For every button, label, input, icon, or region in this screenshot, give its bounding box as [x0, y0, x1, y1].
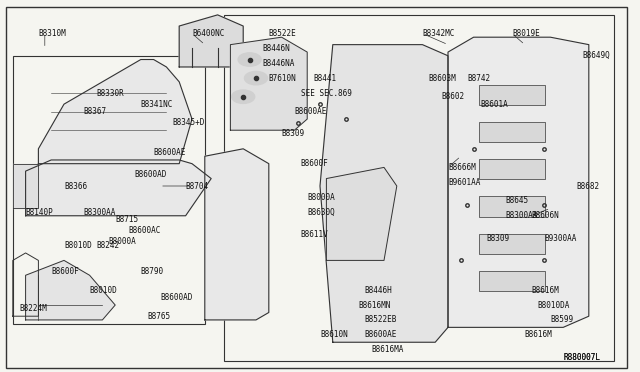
Text: B8600AC: B8600AC	[128, 226, 161, 235]
Text: B8140P: B8140P	[26, 208, 53, 217]
Text: B8765: B8765	[147, 312, 170, 321]
Text: B6400NC: B6400NC	[192, 29, 225, 38]
Circle shape	[232, 90, 255, 103]
Text: B8645: B8645	[506, 196, 529, 205]
Text: B8610N: B8610N	[320, 330, 348, 339]
Text: B8010DA: B8010DA	[538, 301, 570, 310]
Text: B8599: B8599	[550, 315, 573, 324]
Text: B8606N: B8606N	[531, 211, 559, 220]
Text: B8300AA: B8300AA	[506, 211, 538, 220]
FancyBboxPatch shape	[479, 234, 545, 254]
FancyBboxPatch shape	[479, 122, 545, 142]
Text: B8616MN: B8616MN	[358, 301, 391, 310]
Text: B8616MA: B8616MA	[371, 345, 404, 354]
Text: B8242: B8242	[96, 241, 119, 250]
Text: B8600AE: B8600AE	[294, 107, 327, 116]
Text: B8666M: B8666M	[448, 163, 476, 172]
Text: B8010D: B8010D	[90, 286, 117, 295]
Text: B8367: B8367	[83, 107, 106, 116]
Text: B8446N: B8446N	[262, 44, 290, 53]
Text: B8446NA: B8446NA	[262, 59, 295, 68]
Text: B8616M: B8616M	[531, 286, 559, 295]
Text: B8000A: B8000A	[307, 193, 335, 202]
Text: B8010D: B8010D	[64, 241, 92, 250]
FancyBboxPatch shape	[479, 196, 545, 217]
Text: B9300AA: B9300AA	[544, 234, 577, 243]
Text: B8309: B8309	[486, 234, 509, 243]
Text: B8224M: B8224M	[19, 304, 47, 313]
Polygon shape	[26, 260, 115, 320]
Text: R880007L: R880007L	[563, 353, 600, 362]
Text: B8345+D: B8345+D	[173, 118, 205, 127]
Text: B8603M: B8603M	[429, 74, 456, 83]
Text: B8742: B8742	[467, 74, 490, 83]
Text: B8366: B8366	[64, 182, 87, 190]
Text: B8649Q: B8649Q	[582, 51, 610, 60]
Text: B8522E: B8522E	[269, 29, 296, 38]
Text: B8715: B8715	[115, 215, 138, 224]
Text: B8790: B8790	[141, 267, 164, 276]
Text: B8341NC: B8341NC	[141, 100, 173, 109]
Polygon shape	[448, 37, 589, 327]
Text: B8682: B8682	[576, 182, 599, 190]
Polygon shape	[230, 37, 307, 130]
Polygon shape	[26, 160, 211, 216]
Text: B8310M: B8310M	[38, 29, 66, 38]
Text: B8601A: B8601A	[480, 100, 508, 109]
Circle shape	[238, 53, 261, 66]
Polygon shape	[320, 45, 448, 342]
Text: B8600AE: B8600AE	[154, 148, 186, 157]
Text: B8630Q: B8630Q	[307, 208, 335, 217]
Text: B7610N: B7610N	[269, 74, 296, 83]
Text: B8300AA: B8300AA	[83, 208, 116, 217]
Text: B8441: B8441	[314, 74, 337, 83]
Text: B8611V: B8611V	[301, 230, 328, 239]
Text: B8342MC: B8342MC	[422, 29, 455, 38]
Text: B8330R: B8330R	[96, 89, 124, 97]
Polygon shape	[38, 60, 192, 164]
FancyBboxPatch shape	[479, 85, 545, 105]
Text: B8600AD: B8600AD	[134, 170, 167, 179]
Polygon shape	[179, 15, 243, 67]
Text: B8600AD: B8600AD	[160, 293, 193, 302]
Text: B8309: B8309	[282, 129, 305, 138]
FancyBboxPatch shape	[479, 271, 545, 291]
FancyBboxPatch shape	[479, 159, 545, 179]
Circle shape	[244, 71, 268, 85]
Text: B8019E: B8019E	[512, 29, 540, 38]
Text: R880007L: R880007L	[563, 353, 600, 362]
Text: B8616M: B8616M	[525, 330, 552, 339]
Text: B8522EB: B8522EB	[365, 315, 397, 324]
Text: B9601AA: B9601AA	[448, 178, 481, 187]
Polygon shape	[13, 164, 38, 208]
Text: B8600F: B8600F	[301, 159, 328, 168]
Text: B8704: B8704	[186, 182, 209, 190]
Polygon shape	[326, 167, 397, 260]
Text: B8600F: B8600F	[51, 267, 79, 276]
Text: B8600AE: B8600AE	[365, 330, 397, 339]
Text: B8000A: B8000A	[109, 237, 136, 246]
Text: B8446H: B8446H	[365, 286, 392, 295]
Polygon shape	[205, 149, 269, 320]
Text: B8602: B8602	[442, 92, 465, 101]
Text: SEE SEC.869: SEE SEC.869	[301, 89, 351, 97]
